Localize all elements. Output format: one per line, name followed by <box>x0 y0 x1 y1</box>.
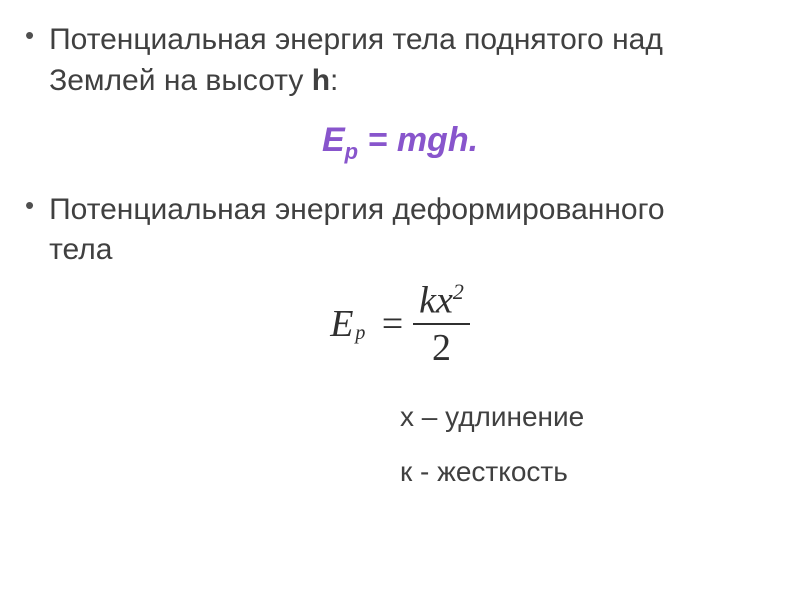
formula-equals: = <box>358 121 397 159</box>
bullet1-line2: Землей на высоту h: <box>49 61 663 102</box>
k-definition: к - жесткость <box>400 452 790 491</box>
bullet1-var: h <box>312 64 330 97</box>
formula2-equals: = <box>379 302 405 346</box>
formula-E: E <box>322 121 345 159</box>
numerator-x: x <box>436 279 453 321</box>
bullet-text-wrapper: Потенциальная энергия деформированного т… <box>49 190 664 271</box>
formula2-E: E <box>330 302 353 346</box>
fraction: kx2 2 <box>413 281 470 368</box>
denominator: 2 <box>432 325 451 367</box>
bullet1-suffix: : <box>330 64 338 97</box>
bullet-item-2: • Потенциальная энергия деформированного… <box>10 190 790 271</box>
formula-spring-energy: Ep = kx2 2 <box>10 281 790 368</box>
formula-period: . <box>469 121 478 159</box>
formula2-sub-p: p <box>355 322 365 345</box>
x-definition: х – удлинение <box>400 397 790 436</box>
fraction-left: Ep <box>330 302 365 346</box>
numerator: kx2 <box>413 281 470 326</box>
formula-rhs: mgh <box>397 121 469 159</box>
bullet-item-1: • Потенциальная энергия тела поднятого н… <box>10 20 790 101</box>
bullet-marker: • <box>25 190 34 221</box>
bullet1-line2-prefix: Землей на высоту <box>49 64 312 97</box>
bullet-text-wrapper: Потенциальная энергия тела поднятого над… <box>49 20 663 101</box>
numerator-k: k <box>419 279 436 321</box>
bullet2-line1: Потенциальная энергия деформированного <box>49 190 664 231</box>
bullet1-line1: Потенциальная энергия тела поднятого над <box>49 20 663 61</box>
bullet-marker: • <box>25 20 34 51</box>
bullet2-line2: тела <box>49 230 664 271</box>
formula-mgh: Ep = mgh. <box>10 121 790 165</box>
formula-sub-p: p <box>345 139 358 164</box>
numerator-exp: 2 <box>453 279 464 304</box>
fraction-wrapper: Ep = kx2 2 <box>330 281 470 368</box>
